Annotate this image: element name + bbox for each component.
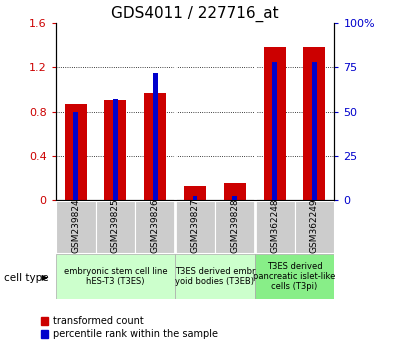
Text: embryonic stem cell line
hES-T3 (T3ES): embryonic stem cell line hES-T3 (T3ES): [64, 267, 167, 286]
Title: GDS4011 / 227716_at: GDS4011 / 227716_at: [111, 5, 279, 22]
Bar: [56, 201, 96, 253]
Bar: [104, 101, 126, 200]
Bar: [263, 47, 285, 200]
Bar: [184, 185, 206, 200]
Bar: [113, 99, 118, 200]
Bar: [193, 196, 197, 200]
Bar: [255, 254, 334, 299]
Bar: [215, 201, 255, 253]
Bar: [135, 201, 175, 253]
Text: GSM239826: GSM239826: [151, 199, 160, 253]
Bar: [56, 254, 175, 299]
Bar: [73, 112, 78, 200]
Bar: [153, 73, 158, 200]
Text: GSM239825: GSM239825: [111, 199, 120, 253]
Text: cell type: cell type: [4, 273, 49, 283]
Bar: [303, 47, 325, 200]
Text: GSM239828: GSM239828: [230, 199, 239, 253]
Bar: [96, 201, 135, 253]
Bar: [272, 62, 277, 200]
Text: GSM362248: GSM362248: [270, 199, 279, 253]
Text: GSM239827: GSM239827: [191, 199, 199, 253]
Bar: [65, 104, 87, 200]
Text: T3ES derived embr
yoid bodies (T3EB): T3ES derived embr yoid bodies (T3EB): [175, 267, 255, 286]
Bar: [144, 93, 166, 200]
Bar: [312, 62, 317, 200]
Bar: [175, 254, 255, 299]
Bar: [295, 201, 334, 253]
Text: T3ES derived
pancreatic islet-like
cells (T3pi): T3ES derived pancreatic islet-like cells…: [254, 262, 336, 291]
Text: GSM362249: GSM362249: [310, 199, 319, 253]
Bar: [255, 201, 295, 253]
Legend: transformed count, percentile rank within the sample: transformed count, percentile rank withi…: [41, 316, 219, 339]
Bar: [175, 201, 215, 253]
Text: GSM239824: GSM239824: [71, 199, 80, 253]
Bar: [224, 183, 246, 200]
Bar: [232, 196, 237, 200]
